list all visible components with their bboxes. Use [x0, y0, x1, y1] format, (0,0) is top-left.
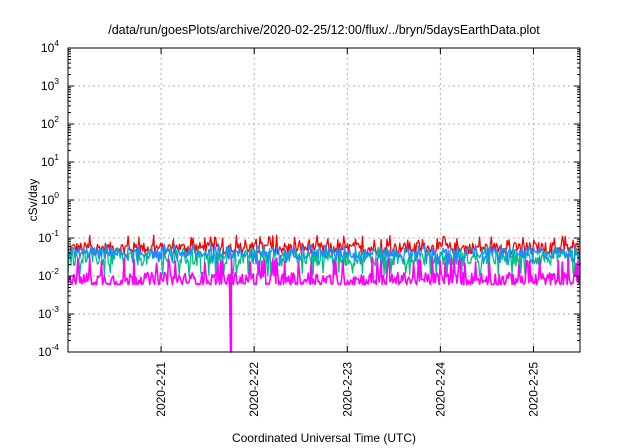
x-tick-labels: 2020-2-21 2020-2-22 2020-2-23 2020-2-24 2020… — [154, 362, 540, 417]
x-tick-label: 2020-2-25 — [526, 362, 540, 417]
y-tick-label: 10-1 — [38, 228, 59, 245]
x-tick-label: 2020-2-22 — [247, 362, 261, 417]
y-tick-label: 10-2 — [38, 266, 59, 283]
series-line-3 — [67, 243, 581, 266]
y-tick-label: 103 — [41, 76, 59, 93]
y-tick-label: 101 — [41, 152, 59, 169]
y-axis-label: cSv/day — [26, 179, 40, 222]
y-tick-label: 10-4 — [38, 342, 59, 359]
x-tick-label: 2020-2-21 — [154, 362, 168, 417]
plot-frame — [67, 47, 581, 353]
y-tick-label: 104 — [41, 38, 59, 55]
x-tick-label: 2020-2-24 — [433, 362, 447, 417]
series-layer — [67, 234, 581, 353]
y-tick-labels: 10-4 10-3 10-2 10-1 100 101 102 103 104 — [38, 38, 59, 359]
chart-title: /data/run/goesPlots/archive/2020-02-25/1… — [108, 23, 540, 37]
x-axis-label: Coordinated Universal Time (UTC) — [232, 431, 416, 445]
series-line-1 — [67, 234, 581, 256]
series-line-4 — [67, 257, 581, 353]
x-tick-label: 2020-2-23 — [340, 362, 354, 417]
y-tick-label: 100 — [41, 190, 59, 207]
y-tick-label: 102 — [41, 114, 59, 131]
grid-lines — [68, 48, 580, 352]
y-tick-label: 10-3 — [38, 304, 59, 321]
